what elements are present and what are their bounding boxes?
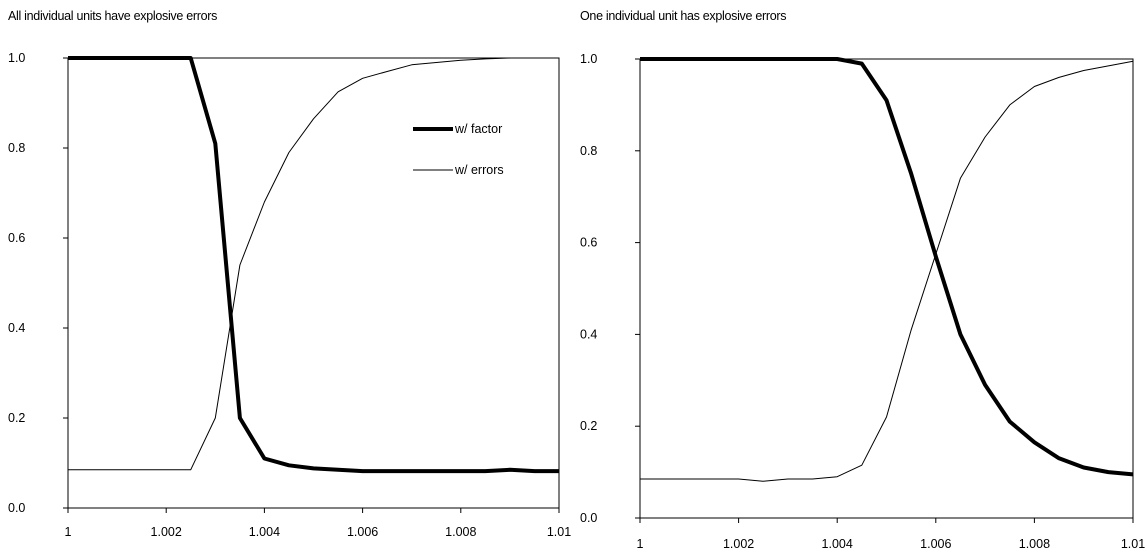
x-tick-label: 1.006	[920, 537, 951, 551]
y-tick-label: 0.4	[580, 327, 597, 341]
y-tick-label: 0.8	[8, 141, 25, 155]
x-tick-label: 1.004	[249, 525, 280, 539]
x-tick-label: 1.008	[1019, 537, 1050, 551]
x-tick-label: 1.002	[151, 525, 182, 539]
right-chart-panel: One individual unit has explosive errors…	[574, 0, 1148, 554]
series-line-w-factor	[640, 57, 1134, 477]
x-tick-label: 1	[637, 537, 644, 551]
left-chart-title: All individual units have explosive erro…	[8, 9, 218, 23]
x-tick-label: 1.01	[1121, 537, 1145, 551]
right-chart-title: One individual unit has explosive errors	[580, 9, 787, 23]
y-tick-label: 0.2	[580, 419, 597, 433]
plot-frame	[67, 57, 560, 509]
y-tick-label: 0.2	[8, 411, 25, 425]
y-tick-label: 0.8	[580, 144, 597, 158]
left-chart-panel: All individual units have explosive erro…	[8, 9, 571, 539]
right-chart: 0.00.20.40.60.81.01 1.002 1.004 1.006 1.008 1…	[580, 52, 1145, 551]
x-tick-label: 1.004	[822, 537, 853, 551]
y-tick-label: 0.0	[580, 511, 597, 525]
legend-label: w/ errors	[454, 163, 504, 177]
y-tick-label: 1.0	[580, 52, 597, 66]
series-line-w-errors	[68, 57, 559, 471]
y-tick-label: 1.0	[8, 51, 25, 65]
x-tick-label: 1.01	[547, 525, 571, 539]
legend-label: w/ factor	[454, 122, 502, 136]
x-tick-label: 1	[65, 525, 72, 539]
series-line-w-errors	[640, 60, 1134, 482]
series-line-w-factor	[68, 56, 559, 474]
left-chart: 0.00.20.40.60.81.01 1.002 1.004 1.006 1.008 1…	[8, 51, 571, 539]
chart-legend: w/ factor w/ errors	[413, 122, 504, 177]
y-tick-label: 0.0	[8, 501, 25, 515]
x-tick-label: 1.006	[347, 525, 378, 539]
x-tick-label: 1.008	[445, 525, 476, 539]
x-tick-label: 1.002	[723, 537, 754, 551]
plot-frame	[639, 58, 1134, 519]
y-tick-label: 0.6	[8, 231, 25, 245]
y-tick-label: 0.4	[8, 321, 25, 335]
y-tick-label: 0.6	[580, 236, 597, 250]
